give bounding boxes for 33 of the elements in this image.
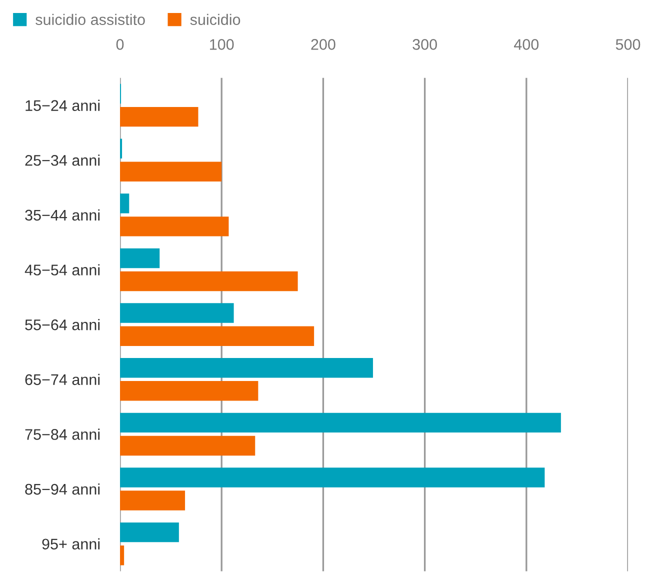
x-tick-label: 400 — [514, 39, 539, 50]
bar — [120, 216, 229, 236]
y-tick-label: 55−64 anni — [25, 319, 100, 330]
bar — [120, 194, 130, 214]
bar — [120, 412, 561, 433]
bar — [120, 436, 256, 456]
bar — [120, 303, 234, 323]
y-tick-label: 95+ anni — [42, 538, 100, 550]
legend-label: suicidio — [190, 14, 240, 26]
bar — [120, 248, 160, 268]
y-tick-label: 15−24 anni — [26, 100, 100, 111]
y-tick-label: 75−84 anni — [25, 428, 100, 440]
y-tick-label: 45−54 anni — [24, 264, 100, 276]
y-tick-label: 25−34 anni — [25, 154, 100, 166]
x-tick-label: 300 — [412, 39, 437, 50]
bar — [120, 381, 258, 401]
bar — [120, 106, 198, 127]
x-tick-label: 500 — [616, 39, 640, 50]
x-tick-label: 200 — [311, 39, 336, 50]
bar — [120, 545, 124, 566]
legend-label: suicidio assistito — [36, 14, 145, 26]
x-tick-label: 0 — [116, 39, 124, 50]
bar — [120, 271, 298, 292]
bar — [120, 468, 545, 488]
bar — [120, 490, 186, 510]
bar — [120, 162, 222, 182]
bar — [120, 522, 179, 542]
bar — [120, 326, 314, 346]
x-tick-label: 100 — [210, 39, 234, 50]
y-tick-label: 65−74 anni — [25, 374, 100, 386]
y-tick-label: 35−44 anni — [25, 209, 100, 221]
y-tick-label: 85−94 anni — [25, 483, 100, 495]
bar — [120, 358, 373, 378]
